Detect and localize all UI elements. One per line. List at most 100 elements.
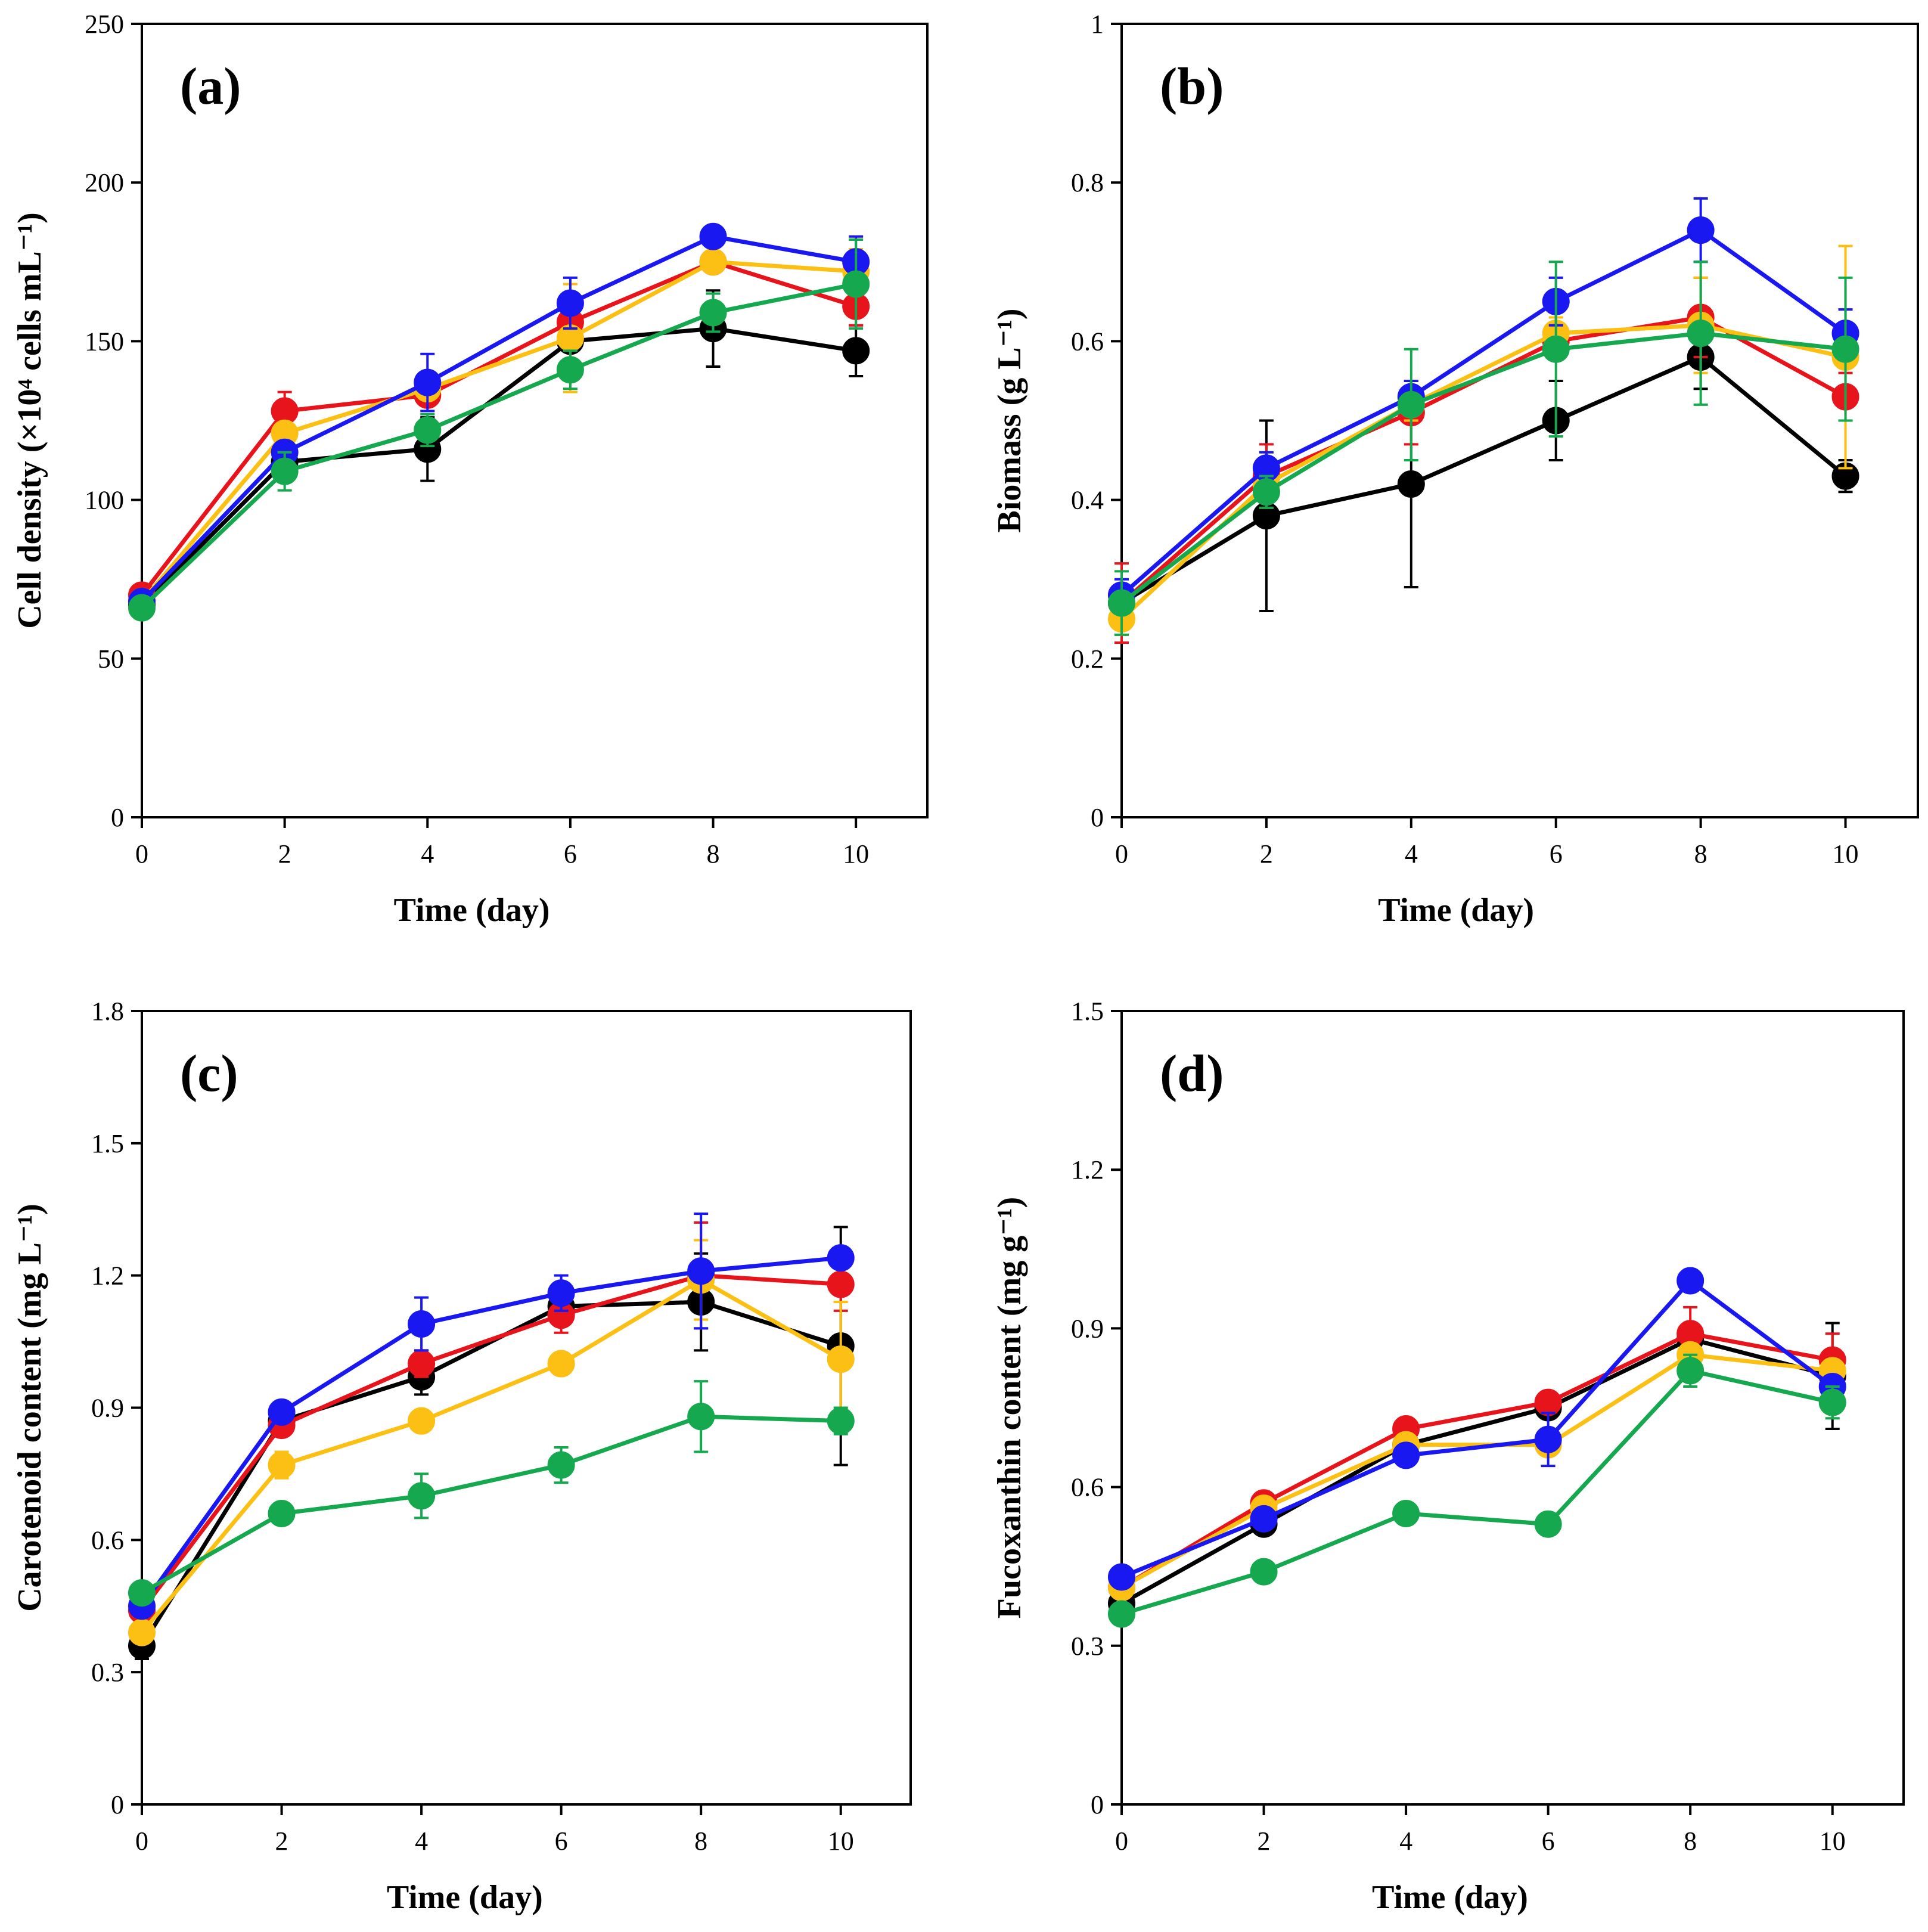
series-line — [140, 259, 857, 597]
series-green — [1108, 1353, 1846, 1628]
data-point — [128, 1579, 156, 1607]
y-tick-label: 250 — [85, 10, 124, 39]
panel-label: (a) — [180, 58, 241, 116]
y-tick-label: 1 — [1091, 10, 1104, 39]
x-tick-label: 6 — [1550, 839, 1563, 869]
data-point — [414, 368, 442, 396]
series-line — [1120, 1336, 1833, 1605]
data-point — [827, 1345, 855, 1373]
data-point — [408, 1407, 436, 1435]
series-green — [128, 238, 870, 622]
data-point — [842, 337, 870, 365]
series-green — [128, 1380, 855, 1607]
data-point — [1831, 335, 1859, 363]
y-tick-label: 1.8 — [91, 997, 124, 1026]
x-tick-label: 4 — [1405, 839, 1418, 869]
data-point — [556, 356, 584, 384]
series-line — [1120, 1353, 1833, 1590]
y-tick-label: 0.8 — [1071, 168, 1104, 197]
data-point — [1818, 1388, 1846, 1416]
y-tick-label: 0 — [111, 1790, 124, 1819]
data-point — [1250, 1505, 1278, 1533]
data-point — [556, 289, 584, 317]
plot-frame — [1120, 23, 1919, 818]
data-point — [547, 1451, 575, 1479]
y-tick-label: 0.9 — [91, 1394, 124, 1423]
data-point — [408, 1482, 436, 1510]
data-point — [827, 1407, 855, 1435]
x-tick-label: 0 — [135, 1826, 148, 1856]
data-point — [1392, 1499, 1420, 1527]
data-point — [842, 270, 870, 298]
x-axis-title: Time (day) — [387, 1879, 543, 1916]
data-point — [1542, 335, 1570, 363]
y-tick-label: 0.6 — [1071, 327, 1104, 356]
x-tick-label: 6 — [564, 839, 577, 869]
series-line — [1120, 323, 1846, 621]
series-line — [140, 1273, 841, 1612]
data-point — [268, 1451, 296, 1479]
series-blue — [128, 222, 870, 615]
x-tick-label: 0 — [135, 839, 148, 869]
y-tick-label: 1.5 — [91, 1129, 124, 1158]
data-point — [1534, 1388, 1562, 1416]
x-tick-label: 2 — [1260, 839, 1273, 869]
panel-label: (d) — [1160, 1045, 1224, 1103]
x-tick-label: 10 — [843, 839, 869, 869]
data-point — [699, 299, 727, 327]
data-point — [271, 457, 299, 485]
x-tick-label: 8 — [694, 1826, 707, 1856]
y-tick-label: 0.2 — [1071, 644, 1104, 674]
x-tick-label: 2 — [278, 839, 291, 869]
panel-label: (b) — [1160, 58, 1224, 116]
x-tick-label: 8 — [707, 839, 720, 869]
y-tick-label: 0.3 — [1071, 1632, 1104, 1661]
x-tick-label: 10 — [1833, 839, 1859, 869]
series-blue — [1108, 1267, 1846, 1591]
series-line — [1120, 1279, 1834, 1579]
data-point — [547, 1350, 575, 1378]
data-point — [408, 1310, 436, 1338]
series-red — [1108, 276, 1859, 644]
y-tick-label: 0.9 — [1071, 1314, 1104, 1343]
series-line — [140, 326, 856, 606]
data-point — [699, 222, 727, 250]
series-line — [1120, 228, 1847, 597]
y-tick-label: 0.4 — [1071, 486, 1104, 515]
series-line — [141, 1414, 841, 1595]
series-line — [140, 1277, 842, 1634]
data-point — [827, 1270, 855, 1298]
panel-c: 0 0.3 0.6 0.9 1.2 1.5 1.8 0 2 4 6 8 10 Time (day) Caro… — [11, 997, 912, 1916]
plot-frame — [141, 23, 929, 818]
data-point — [1676, 1267, 1705, 1295]
x-tick-label: 8 — [1694, 839, 1707, 869]
y-tick-label: 1.2 — [1071, 1155, 1104, 1184]
y-axis-title: Carotenoid content (mg L⁻¹) — [11, 1204, 48, 1612]
plot-frame — [141, 1010, 912, 1806]
series-black — [1108, 1322, 1846, 1617]
x-tick-label: 4 — [1399, 1826, 1412, 1856]
series-line — [140, 1255, 842, 1608]
x-axis-title: Time (day) — [394, 892, 550, 929]
series-yellow — [1108, 244, 1859, 636]
x-tick-label: 2 — [1258, 1826, 1271, 1856]
data-point — [547, 1279, 575, 1307]
data-point — [414, 416, 442, 444]
series-black — [128, 289, 870, 619]
x-axis-title: Time (day) — [1378, 892, 1534, 929]
y-tick-label: 1.2 — [91, 1261, 124, 1291]
x-tick-label: 0 — [1115, 839, 1128, 869]
data-point — [1252, 478, 1280, 506]
panel-a: 0 50 100 150 200 250 0 2 4 6 8 10 Time (day) Cell den… — [11, 10, 929, 929]
data-point — [827, 1244, 855, 1272]
y-tick-label: 50 — [98, 644, 124, 674]
data-point — [687, 1257, 715, 1285]
series-blue — [1108, 197, 1859, 612]
data-point — [268, 1398, 296, 1426]
series-line — [1121, 1368, 1833, 1616]
x-tick-label: 2 — [275, 1826, 288, 1856]
series-line — [140, 282, 856, 610]
x-tick-label: 8 — [1684, 1826, 1697, 1856]
